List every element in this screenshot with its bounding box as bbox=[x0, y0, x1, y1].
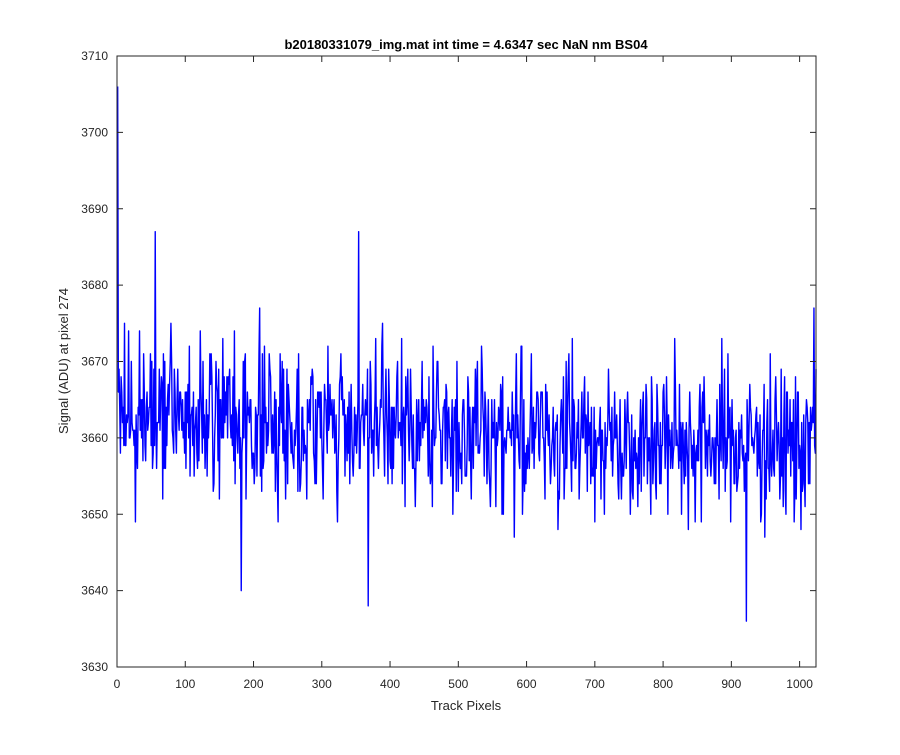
y-tick-label: 3630 bbox=[81, 660, 108, 674]
x-tick-label: 800 bbox=[653, 677, 673, 691]
series-line bbox=[116, 86, 817, 622]
chart-title: b20180331079_img.mat int time = 4.6347 s… bbox=[284, 37, 648, 52]
x-tick-label: 1000 bbox=[786, 677, 813, 691]
x-tick-label: 200 bbox=[244, 677, 264, 691]
series-layer bbox=[116, 86, 817, 622]
y-tick-label: 3690 bbox=[81, 202, 108, 216]
x-tick-label: 100 bbox=[175, 677, 195, 691]
x-axis-title: Track Pixels bbox=[431, 698, 502, 713]
x-tick-label: 900 bbox=[721, 677, 741, 691]
x-tick-label: 700 bbox=[585, 677, 605, 691]
y-tick-label: 3710 bbox=[81, 49, 108, 63]
y-tick-label: 3650 bbox=[81, 507, 108, 521]
plot-area bbox=[117, 56, 816, 667]
y-tick-label: 3670 bbox=[81, 355, 108, 369]
y-axis-title: Signal (ADU) at pixel 274 bbox=[56, 288, 71, 434]
y-tick-label: 3700 bbox=[81, 125, 108, 139]
x-tick-label: 600 bbox=[517, 677, 537, 691]
tick-layer: 0 100 200 300 400 500 600 700 800 900 1000 3630 3640… bbox=[81, 49, 816, 691]
y-tick-label: 3680 bbox=[81, 278, 108, 292]
x-tick-label: 0 bbox=[114, 677, 121, 691]
y-tick-label: 3660 bbox=[81, 431, 108, 445]
x-tick-label: 400 bbox=[380, 677, 400, 691]
x-tick-label: 300 bbox=[312, 677, 332, 691]
x-tick-label: 500 bbox=[448, 677, 468, 691]
y-tick-label: 3640 bbox=[81, 584, 108, 598]
